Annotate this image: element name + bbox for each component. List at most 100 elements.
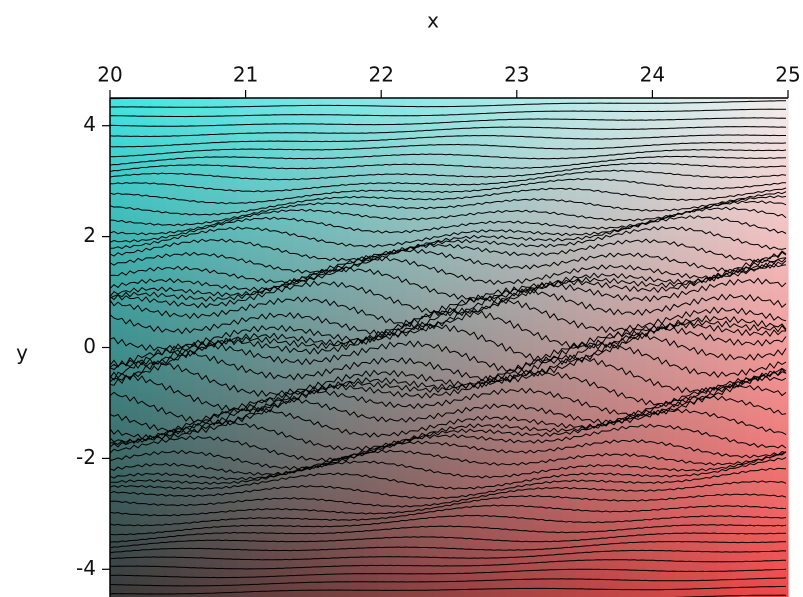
contour-line [110,457,787,491]
background-strip [717,98,733,597]
contour-line [110,395,787,451]
background-strip [745,98,761,597]
contour-lines [110,85,787,597]
background-strip [237,98,252,597]
background-strip [773,98,789,597]
contour-line [110,577,787,587]
background-strip [350,98,365,597]
background-strip [477,98,492,597]
y-tick-label: -2 [76,445,96,469]
background-strip [307,98,323,597]
background-strip [632,98,648,597]
contour-line [110,383,787,446]
background-strip [703,98,718,597]
y-tick-label: 2 [83,223,96,247]
contour-line [110,549,787,561]
x-tick-label: 22 [368,63,393,87]
background-strip [505,98,521,597]
contour-line [110,141,787,158]
contour-line [110,480,787,508]
background-strip [392,98,408,597]
contour-line [110,585,787,595]
contour-line [110,324,787,384]
contour-line [110,439,787,476]
contour-line [110,341,787,413]
background-strip [336,98,351,597]
x-tick-label: 25 [775,63,800,87]
contour-line [110,568,787,579]
contour-line [110,85,786,90]
background-strip [321,98,337,597]
contour-line [110,108,787,118]
contour-line [110,262,787,329]
contour-line [110,467,787,500]
contour-line [110,368,787,435]
contour-line [110,195,787,236]
contour-line [110,449,787,481]
x-tick-label: 23 [504,63,529,87]
contour-line [110,375,787,444]
contour-line [110,250,787,302]
y-tick-label: -4 [76,556,96,580]
contour-line [110,524,787,543]
background-strip [675,98,690,597]
background-strip [519,98,535,597]
background-strip [463,98,478,597]
contour-line [110,307,787,383]
background-strip [618,98,634,597]
contour-line [110,532,787,549]
contour-line [110,226,787,274]
contour-line [110,493,787,517]
x-tick-label: 20 [97,63,122,87]
background-strip [689,98,704,597]
contour-line [110,540,787,554]
y-axis-label: y [16,341,28,365]
contour-line [110,318,787,386]
background-strip [759,98,775,597]
background-strip [110,98,125,597]
contour-line [110,206,787,250]
y-tick-label: 4 [83,112,96,136]
contour-line [110,238,787,284]
contour-line [110,504,787,527]
contour-line [110,134,786,148]
contour-line [110,162,787,181]
contour-line [110,256,787,298]
contour-line [110,191,787,227]
contour-line [110,148,787,166]
contour-line [110,330,787,397]
background-strip [449,98,464,597]
background-strip [547,98,563,597]
background-strip [138,98,153,597]
y-tick-label: 0 [83,334,96,358]
x-axis-label: x [427,9,439,33]
background-strip [731,98,747,597]
contour-line [110,277,787,338]
contour-line [110,451,787,485]
contour-line [110,169,787,193]
background-strip [420,98,436,597]
x-tick-label: 21 [233,63,258,87]
background-strip [364,98,379,597]
contour-line [110,155,787,173]
background-strip [434,98,450,597]
contour-line [110,559,787,570]
background-strip [576,98,591,597]
contour-line [110,117,787,127]
background-strip [251,98,266,597]
contour-line [110,287,787,352]
contour-line [110,125,787,138]
background-strip [293,98,309,597]
background-strip [378,98,394,597]
contour-line [110,248,787,292]
contour-line [110,178,787,205]
contour-line [110,100,787,108]
contour-line [110,321,786,381]
contour-line [110,370,787,440]
contour-line [110,514,787,536]
background-strip [590,98,605,597]
background-strip [660,98,676,597]
background-strip [124,98,139,597]
contour-line [110,408,787,463]
